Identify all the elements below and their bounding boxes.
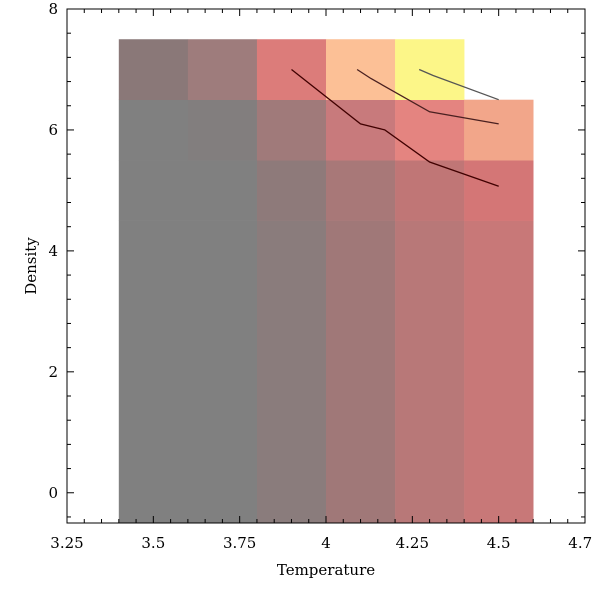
- y-tick-labels: 0 2 4 6 8: [48, 0, 58, 502]
- y-tick-label: 0: [48, 484, 58, 502]
- y-tick-label: 4: [48, 242, 58, 260]
- heatmap-cell: [326, 220, 396, 524]
- heatmap-cell: [187, 220, 258, 524]
- x-tick-label: 4.25: [396, 534, 429, 552]
- heatmap-cell: [187, 99, 258, 161]
- axis-ticks: [66, 8, 586, 523]
- heatmap-cell: [256, 220, 327, 524]
- heatmap-cell: [187, 39, 258, 101]
- heatmap-cell: [256, 99, 327, 161]
- y-tick-label: 8: [48, 0, 58, 18]
- contour-lines: [291, 68, 499, 187]
- y-tick-label: 6: [48, 121, 58, 139]
- x-tick-label: 4.5: [487, 534, 511, 552]
- x-tick-label: 3.5: [141, 534, 165, 552]
- y-tick-label: 2: [48, 363, 58, 381]
- contour-line: [418, 68, 499, 101]
- heatmap-cell: [395, 220, 465, 524]
- heatmap-cell: [395, 160, 465, 221]
- heatmap-cell: [256, 160, 327, 221]
- x-tick-label: 4: [321, 534, 331, 552]
- heatmap-cell: [118, 39, 189, 101]
- heatmap-cell: [187, 160, 258, 221]
- heatmap-cell: [395, 39, 465, 101]
- heatmap-cell: [326, 39, 396, 101]
- heatmap-cell: [395, 99, 465, 161]
- heatmap-cell: [464, 160, 534, 221]
- x-tick-label: 3.75: [223, 534, 256, 552]
- x-tick-label: 4.75: [568, 534, 592, 552]
- heatmap-cell: [464, 220, 534, 524]
- heatmap-cell: [326, 160, 396, 221]
- heatmap-cells: [118, 39, 534, 524]
- x-axis-title: Temperature: [277, 561, 375, 579]
- heatmap-cell: [118, 99, 189, 161]
- x-tick-labels: 3.25 3.5 3.75 4 4.25 4.5 4.75: [50, 534, 592, 552]
- contour-line: [356, 68, 499, 125]
- heatmap-cell: [118, 220, 189, 524]
- x-tick-label: 3.25: [50, 534, 83, 552]
- heatmap-cell: [464, 99, 534, 161]
- heatmap-cell: [118, 160, 189, 221]
- y-axis-title: Density: [22, 237, 40, 295]
- contour-line: [291, 68, 499, 187]
